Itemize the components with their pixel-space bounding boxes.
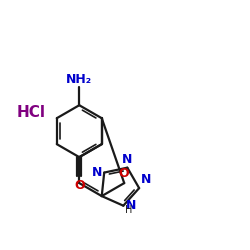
Text: N: N [126,199,136,212]
Text: N: N [92,166,102,179]
Text: H: H [125,205,132,215]
Text: N: N [122,153,132,166]
Text: O: O [74,179,85,192]
Text: N: N [141,173,152,186]
Text: NH₂: NH₂ [66,73,92,86]
Text: HCl: HCl [16,105,46,120]
Text: O: O [118,167,129,180]
